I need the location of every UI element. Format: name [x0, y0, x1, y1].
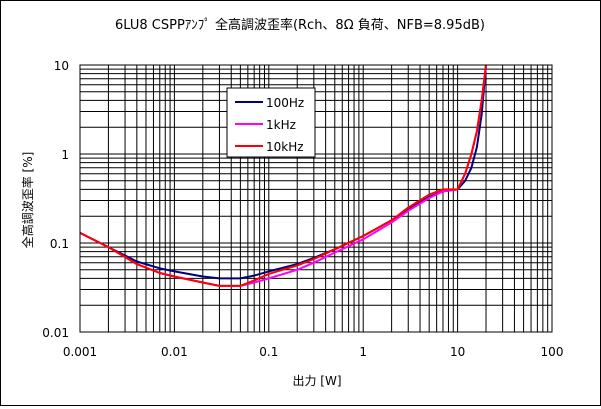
- legend: 100Hz 1kHz 10kHz: [226, 87, 316, 158]
- legend-label: 10kHz: [266, 140, 304, 154]
- x-tick-label: 10: [450, 345, 465, 359]
- y-tick-label: 10: [54, 59, 69, 73]
- x-tick-label: 100: [541, 345, 564, 359]
- x-tick-label: 1: [359, 345, 367, 359]
- x-tick-labels: 0.001 0.01 0.1 1 10 100: [63, 345, 564, 359]
- y-tick-label: 0.1: [50, 237, 69, 251]
- series-lines: [79, 64, 487, 287]
- legend-label: 1kHz: [266, 118, 296, 132]
- y-tick-label: 0.01: [42, 326, 69, 340]
- plot-border: [79, 64, 553, 333]
- y-tick-label: 1: [61, 148, 69, 162]
- legend-label: 100Hz: [266, 96, 304, 110]
- y-tick-labels: 0.01 0.1 1 10: [42, 59, 69, 340]
- x-tick-label: 0.1: [259, 345, 278, 359]
- x-axis-label: 出力 [W]: [292, 374, 341, 388]
- series-line-10khz: [79, 64, 487, 287]
- chart-title: 6LU8 CSPPｱﾝﾌﾟ 全高調波歪率(Rch、8Ω 負荷、NFB=8.95d…: [115, 17, 485, 33]
- x-tick-label: 0.001: [63, 345, 97, 359]
- x-tick-label: 0.01: [161, 345, 188, 359]
- y-axis-label: 全高調波歪率 [%]: [20, 152, 35, 249]
